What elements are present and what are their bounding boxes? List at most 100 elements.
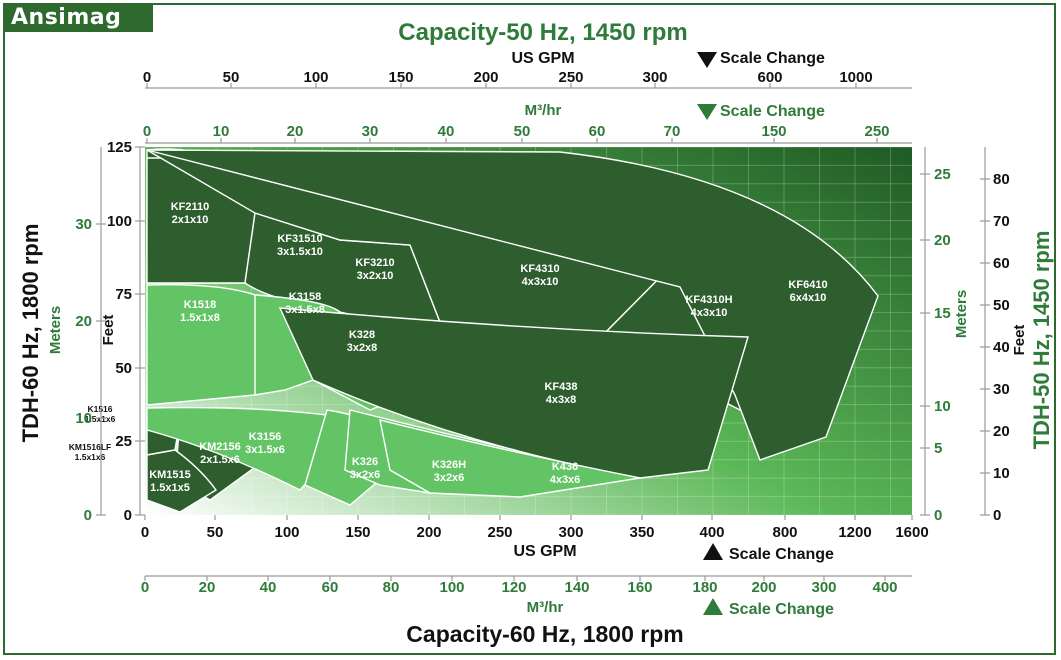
region-name-k326: K326 [352,456,378,468]
x-top-m3hr-tick: 40 [438,123,455,140]
x-top-m3hr-tick: 70 [664,123,681,140]
region-name-k3158: K3158 [289,291,321,303]
x-top-m3hr-tick: 20 [287,123,304,140]
x-bottom-m3hr-tick: 160 [627,579,652,596]
y-right-feet-tick: 50 [993,297,1010,314]
x-top-gpm-tick: 250 [558,69,583,86]
x-bottom-m3hr-tick: 20 [199,579,216,596]
region-name-k436: K436 [552,461,578,473]
bottom-m3hr-scale-change-label: Scale Change [729,601,834,618]
y-right-meters-tick: 5 [934,440,942,457]
x-bottom-gpm-tick: 1200 [838,524,871,541]
right-meters-label: Meters [953,290,970,338]
region-name-kf6410: KF6410 [788,279,827,291]
region-size-k1516: 1.5x1x6 [85,414,116,424]
x-bottom-gpm-tick: 350 [629,524,654,541]
brand-logo: Ansimag [3,3,153,32]
region-kf438 [278,307,749,479]
region-name-km1515: KM1515 [149,469,191,481]
bottom-gpm-axis-label: US GPM [513,543,576,560]
y-right-feet-tick: 30 [993,381,1010,398]
region-size-k3156: 3x1.5x6 [245,444,285,456]
x-top-gpm-tick: 50 [223,69,240,86]
region-size-km1516lf: 1.5x1x6 [75,452,106,462]
region-name-kf3210: KF3210 [355,257,394,269]
x-bottom-gpm-tick: 150 [345,524,370,541]
y-left-feet-tick: 100 [107,213,132,230]
chart-frame [3,3,1056,655]
bottom-m3hr-scale-change-icon [703,598,723,615]
x-bottom-m3hr-tick: 80 [383,579,400,596]
region-size-km2156: 2x1.5x6 [200,454,240,466]
y-right-meters-tick: 0 [934,507,942,524]
region-size-kf438: 4x3x8 [546,394,577,406]
region-kf6410 [146,149,879,461]
y-left-feet-tick: 125 [107,139,132,156]
x-top-gpm-tick: 300 [642,69,667,86]
x-top-m3hr-tick: 60 [589,123,606,140]
y-right-meters-tick: 25 [934,166,951,183]
left-feet-label: Feet [100,315,117,346]
top-gpm-scale-change-label: Scale Change [720,50,825,67]
x-top-m3hr-tick: 10 [213,123,230,140]
region-name-k328: K328 [349,329,375,341]
x-bottom-gpm-tick: 200 [416,524,441,541]
region-size-kf3210: 3x2x10 [357,270,394,282]
region-name-k1516: K1516 [87,404,112,414]
pump-regions [146,148,879,513]
y-right-feet-tick: 0 [993,507,1001,524]
top-m3hr-scale-change-icon [697,104,717,120]
region-km1515 [146,449,218,513]
x-bottom-m3hr-tick: 0 [141,579,149,596]
region-size-kf6410: 6x4x10 [790,292,827,304]
top-gpm-axis-label: US GPM [511,50,574,67]
right-tdh-title: TDH-50 Hz, 1450 rpm [1029,231,1054,450]
y-left-meters-tick: 30 [75,216,92,233]
x-top-gpm-tick: 100 [303,69,328,86]
x-bottom-gpm-tick: 50 [207,524,224,541]
x-bottom-m3hr-tick: 100 [439,579,464,596]
x-top-m3hr-tick: 250 [864,123,889,140]
x-top-gpm-tick: 0 [143,69,151,86]
region-name-kf438: KF438 [544,381,577,393]
x-top-gpm-tick: 1000 [839,69,872,86]
y-left-feet-tick: 0 [124,507,132,524]
region-k436 [379,419,641,498]
x-bottom-m3hr-tick: 180 [692,579,717,596]
x-bottom-gpm-tick: 250 [487,524,512,541]
bottom-gpm-scale-change-label: Scale Change [729,546,834,563]
x-bottom-m3hr-tick: 60 [322,579,339,596]
region-size-k1518: 1.5x1x8 [180,312,220,324]
top-capacity-title: Capacity-50 Hz, 1450 rpm [398,19,687,46]
y-left-feet-tick: 25 [115,433,132,450]
bottom-m3hr-axis-label: M³/hr [527,599,564,616]
y-left-meters-tick: 10 [75,410,92,427]
x-bottom-m3hr-tick: 300 [811,579,836,596]
region-size-kf4310h: 4x3x10 [691,307,728,319]
left-tdh-title: TDH-60 Hz, 1800 rpm [18,224,43,443]
x-bottom-m3hr-tick: 120 [501,579,526,596]
x-bottom-gpm-tick: 400 [699,524,724,541]
y-right-meters-tick: 20 [934,232,951,249]
x-top-m3hr-tick: 50 [514,123,531,140]
region-name-k3156: K3156 [249,431,281,443]
x-bottom-gpm-tick: 1600 [895,524,928,541]
y-left-meters-tick: 0 [84,507,92,524]
region-size-k326: 3x2x6 [350,469,381,481]
region-name-kf2110: KF2110 [171,201,210,213]
y-right-feet-tick: 20 [993,423,1010,440]
x-bottom-m3hr-tick: 400 [872,579,897,596]
y-right-meters-tick: 10 [934,398,951,415]
region-size-kf2110: 2x1x10 [172,214,209,226]
left-meters-label: Meters [47,306,64,354]
x-bottom-m3hr-tick: 40 [260,579,277,596]
region-size-k328: 3x2x8 [347,342,378,354]
y-right-feet-tick: 70 [993,213,1010,230]
region-size-k326h: 3x2x6 [434,472,465,484]
y-right-feet-tick: 80 [993,171,1010,188]
y-right-feet-tick: 60 [993,255,1010,272]
axis-tick-marks [96,83,990,581]
